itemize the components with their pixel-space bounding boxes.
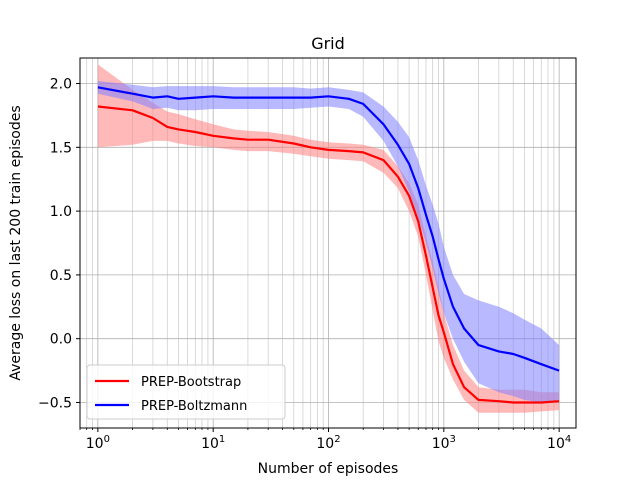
x-axis-ticks: 100 101 102 103 104 xyxy=(79,428,571,452)
y-tick-label: 1.5 xyxy=(50,140,72,156)
chart-title: Grid xyxy=(311,34,345,53)
x-tick-label: 103 xyxy=(432,434,456,452)
legend-label-2: PREP-Boltzmann xyxy=(141,399,247,414)
y-tick-label: 2.0 xyxy=(50,77,72,93)
series-lines xyxy=(97,86,560,404)
series-line-1 xyxy=(97,105,560,404)
legend-frame xyxy=(86,364,286,420)
x-tick-label: 101 xyxy=(201,434,225,452)
y-tick-label: 0.5 xyxy=(50,268,72,284)
x-axis-label: Number of episodes xyxy=(258,461,399,477)
y-axis-ticks: −0.5 0.0 0.5 1.0 1.5 2.0 xyxy=(38,77,80,411)
x-tick-label: 102 xyxy=(316,434,340,452)
y-tick-label: −0.5 xyxy=(38,395,72,411)
x-tick-label: 104 xyxy=(547,434,571,452)
x-tick-label: 100 xyxy=(86,434,110,452)
series-line-2 xyxy=(97,86,560,372)
plot-frame xyxy=(79,57,577,429)
confidence-bands xyxy=(97,64,560,413)
legend-label-1: PREP-Bootstrap xyxy=(141,375,241,390)
series-band-2 xyxy=(97,81,560,403)
y-tick-label: 0.0 xyxy=(50,332,72,348)
series-band-1 xyxy=(97,64,560,413)
legend: PREP-Bootstrap PREP-Boltzmann xyxy=(86,364,286,420)
y-tick-label: 1.0 xyxy=(50,204,72,220)
y-axis-label: Average loss on last 200 train episodes xyxy=(8,105,24,380)
